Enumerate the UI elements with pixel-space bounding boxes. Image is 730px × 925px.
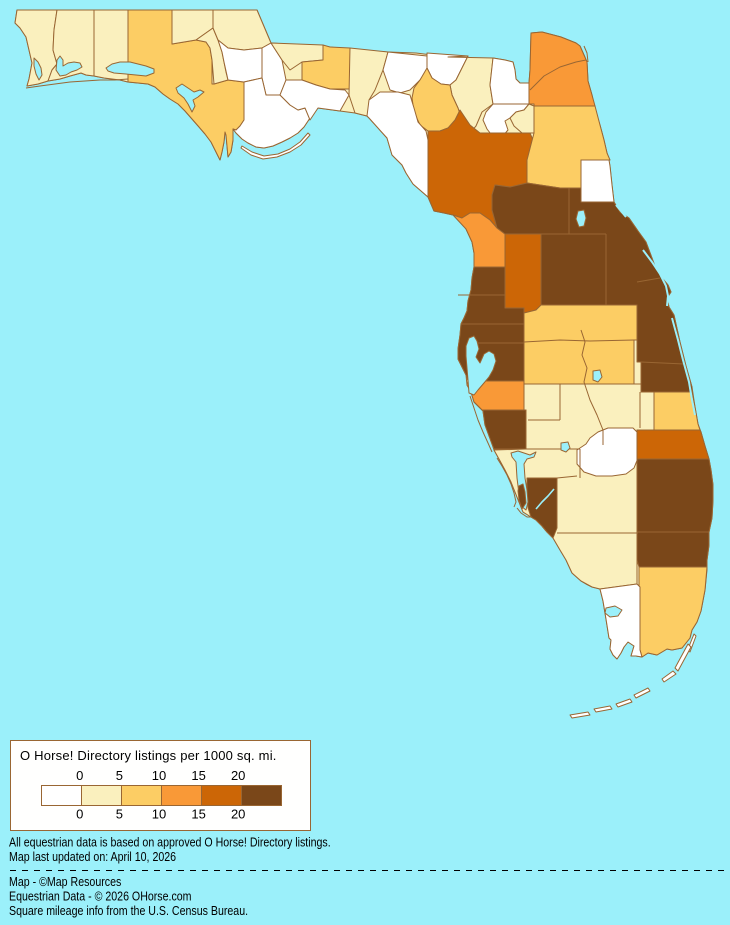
svg-text:O Horse! Directory listings pe: O Horse! Directory listings per 1000 sq.… — [20, 748, 277, 763]
svg-text:0: 0 — [76, 768, 83, 783]
svg-text:5: 5 — [116, 768, 123, 783]
svg-text:20: 20 — [231, 768, 245, 783]
svg-text:20: 20 — [231, 807, 245, 822]
svg-text:All equestrian data is based o: All equestrian data is based on approved… — [9, 836, 331, 850]
svg-text:Map - ©Map Resources: Map - ©Map Resources — [9, 875, 121, 889]
svg-text:10: 10 — [152, 768, 166, 783]
svg-text:15: 15 — [191, 807, 205, 822]
svg-text:0: 0 — [76, 807, 83, 822]
svg-text:10: 10 — [152, 807, 166, 822]
svg-text:Square mileage info from the U: Square mileage info from the U.S. Census… — [9, 904, 248, 918]
svg-text:5: 5 — [116, 807, 123, 822]
svg-text:15: 15 — [191, 768, 205, 783]
svg-text:Equestrian Data - © 2026 OHors: Equestrian Data - © 2026 OHorse.com — [9, 890, 192, 904]
svg-text:Map last updated on: April 10,: Map last updated on: April 10, 2026 — [9, 850, 176, 864]
